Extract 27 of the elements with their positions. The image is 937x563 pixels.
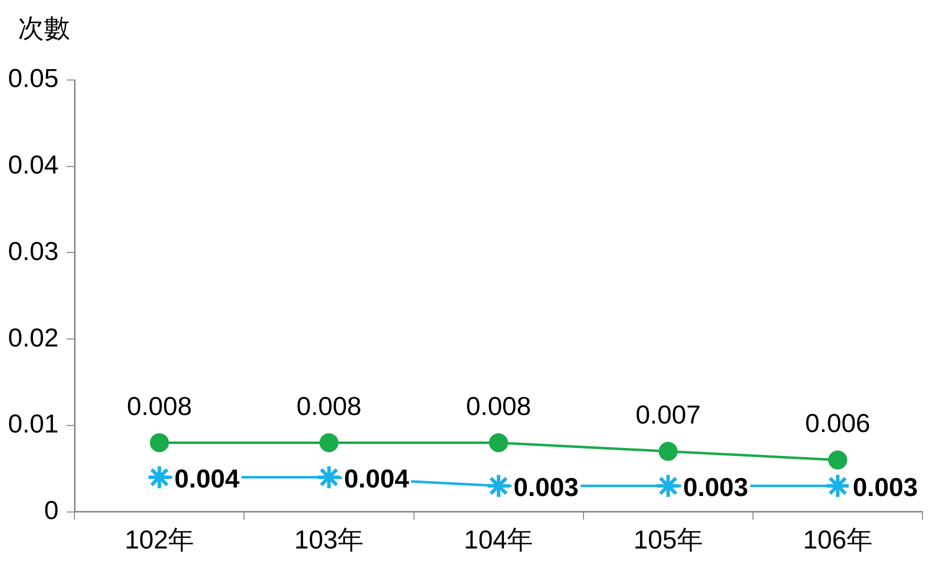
data-label: 0.003: [683, 472, 748, 502]
x-tick-label: 106年: [803, 524, 872, 555]
point: [319, 433, 338, 452]
y-tick-label: 0.01: [8, 408, 59, 439]
data-label: 0.007: [636, 400, 701, 430]
point: [658, 442, 678, 461]
x-tick-label: 105年: [633, 524, 703, 555]
data-label: 0.004: [174, 463, 240, 494]
x-tick-label: 104年: [464, 524, 534, 555]
point: [150, 433, 169, 452]
data-label: 0.003: [852, 472, 918, 502]
y-tick-label: 0.02: [8, 322, 59, 352]
y-tick-label: 0.03: [8, 236, 59, 266]
data-label: 0.008: [466, 390, 532, 421]
x-tick-label: 103年: [294, 524, 364, 555]
y-tick-label: 0.05: [8, 63, 59, 94]
data-label: 0.008: [296, 390, 362, 421]
y-tick-label: 0: [44, 494, 59, 525]
y-tick-label: 0.04: [8, 150, 59, 180]
data-label: 0.008: [126, 390, 192, 421]
data-label: 0.006: [805, 408, 870, 438]
data-label: 0.004: [344, 463, 410, 494]
data-label: 0.003: [514, 472, 579, 502]
y-axis-title: 次數: [18, 13, 70, 44]
point: [489, 433, 508, 452]
point: [828, 450, 848, 470]
x-tick-label: 102年: [124, 524, 194, 555]
